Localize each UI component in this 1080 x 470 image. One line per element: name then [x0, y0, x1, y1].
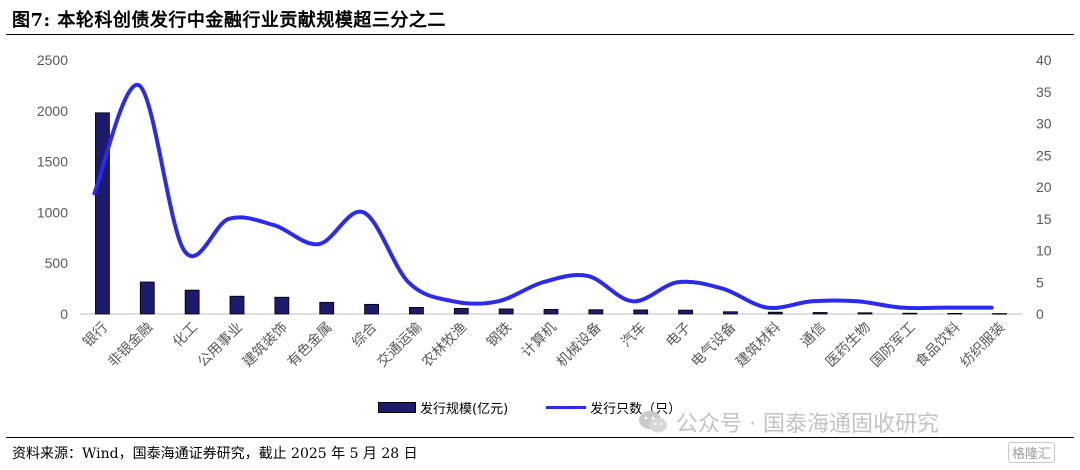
bar: [992, 313, 1007, 315]
combo-chart: 0 500 1000 1500 2000 2500 0 5 10 15 20 25 30 35 40 银行非银…: [37, 52, 1052, 370]
y-right-tick-label: 10: [1036, 243, 1052, 259]
y-right-tick-label: 40: [1036, 52, 1052, 68]
bar: [274, 296, 290, 315]
y-right-tick-label: 30: [1036, 116, 1052, 132]
x-tick-label: 通信: [798, 320, 829, 351]
source-note: 资料来源：Wind，国泰海通证券研究，截止 2025 年 5 月 28 日: [12, 446, 418, 462]
y-right-tick-label: 25: [1036, 147, 1052, 163]
y-left-tick-label: 0: [60, 306, 68, 322]
bar: [678, 309, 693, 315]
bar: [767, 311, 783, 315]
tick-labels: 0 500 1000 1500 2000 2500 0 5 10 15 20 25 30 35 40 银行非银…: [37, 52, 1052, 370]
x-tick-label: 计算机: [519, 320, 560, 361]
y-right-tick-label: 35: [1036, 84, 1052, 100]
x-tick-label: 公用事业: [195, 320, 246, 371]
y-right-tick-label: 15: [1036, 211, 1052, 227]
legend: 发行规模(亿元) 发行只数（只）: [378, 398, 719, 417]
title-rule: [6, 34, 1074, 35]
watermark: 公众号 · 国泰海通固收研究: [638, 406, 939, 438]
x-tick-label: 有色金属: [284, 319, 336, 371]
x-tick-label: 汽车: [618, 319, 650, 351]
bar: [812, 312, 828, 315]
x-tick-label: 建筑装饰: [240, 320, 291, 371]
bar: [229, 295, 245, 315]
y-left-tick-label: 1500: [37, 154, 68, 170]
legend-label-bar: 发行规模(亿元): [420, 402, 509, 417]
x-tick-label: 医药生物: [823, 320, 874, 371]
y-right-tick-label: 0: [1036, 306, 1044, 322]
bar: [95, 112, 110, 315]
line-series: [92, 83, 994, 311]
x-tick-label: 机械设备: [553, 319, 605, 371]
legend-item-line: 发行只数（只）: [546, 398, 681, 417]
x-tick-label: 电子: [663, 320, 694, 351]
legend-swatch-line: [546, 406, 587, 409]
legend-swatch-bar: [378, 402, 416, 413]
bar: [543, 309, 559, 315]
y-right-tick-label: 5: [1036, 274, 1044, 290]
y-left-tick-label: 1000: [37, 204, 68, 220]
bar: [633, 309, 649, 315]
bar: [139, 281, 155, 315]
bar: [947, 312, 963, 315]
legend-label-line: 发行只数（只）: [590, 402, 682, 417]
bars: [95, 112, 1007, 315]
bar: [902, 312, 918, 315]
figure-title: 图7: 本轮科创债发行中金融行业贡献规模超三分之二: [12, 10, 446, 31]
bar: [453, 308, 469, 315]
bar: [498, 308, 514, 315]
bar: [723, 311, 738, 315]
x-tick-label: 国防军工: [868, 320, 919, 371]
bar: [364, 303, 379, 315]
bar: [409, 306, 424, 315]
x-tick-label: 化工: [170, 320, 201, 351]
x-tick-label: 非银金融: [105, 320, 156, 371]
x-tick-label: 电气设备: [688, 319, 740, 371]
y-right-tick-label: 20: [1036, 179, 1052, 195]
legend-item-bar: 发行规模(亿元): [378, 398, 508, 417]
line-path: [92, 83, 994, 311]
y-left-tick-label: 2000: [37, 103, 68, 119]
y-left-tick-label: 500: [45, 255, 69, 271]
x-tick-label: 交通运输: [374, 319, 426, 371]
bar: [588, 309, 604, 315]
watermark-badge: 格隆汇: [1008, 442, 1056, 463]
watermark-text: 公众号 · 国泰海通固收研究: [676, 412, 939, 437]
x-tick-label: 银行: [80, 320, 111, 351]
bar: [857, 312, 873, 315]
y-left-tick-label: 2500: [37, 52, 68, 68]
source-rule: [6, 437, 1074, 438]
wechat-icon: [639, 411, 667, 433]
x-tick-label: 食品饮料: [912, 319, 964, 371]
x-tick-label: 建筑材料: [733, 320, 784, 371]
x-tick-label: 钢铁: [484, 320, 515, 351]
bar: [319, 301, 335, 315]
x-tick-label: 纺织服装: [957, 320, 1008, 371]
bar: [184, 289, 200, 315]
x-tick-label: 农林牧渔: [419, 320, 470, 371]
x-tick-label: 综合: [349, 320, 380, 351]
